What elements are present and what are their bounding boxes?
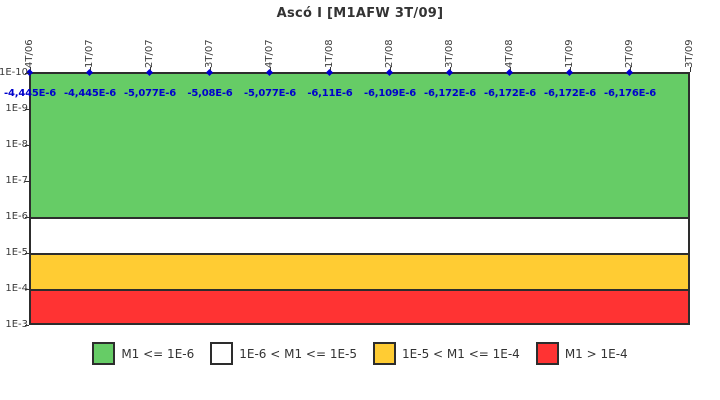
x-tick-label: 4T/07 — [264, 39, 275, 68]
y-tick-mark — [25, 325, 29, 326]
y-tick-label: 1E-8 — [5, 139, 28, 150]
legend-swatch — [92, 342, 116, 365]
x-tick-label: 1T/08 — [324, 39, 335, 68]
legend-item: M1 > 1E-4 — [535, 342, 628, 365]
threshold-band — [31, 253, 688, 289]
threshold-band — [31, 217, 688, 253]
x-tick-label: 2T/08 — [384, 39, 395, 68]
legend-label: M1 <= 1E-6 — [121, 346, 195, 361]
x-tick-label: 1T/07 — [84, 39, 95, 68]
x-tick-mark — [690, 67, 691, 72]
legend-label: 1E-6 < M1 <= 1E-5 — [239, 346, 358, 361]
y-tick-label: 1E-4 — [5, 283, 28, 294]
legend-swatch — [210, 342, 234, 365]
y-tick-label: 1E-9 — [5, 103, 28, 114]
x-tick-label: 4T/08 — [504, 39, 515, 68]
x-tick-label: 2T/09 — [624, 39, 635, 68]
legend-label: M1 > 1E-4 — [564, 346, 628, 361]
legend-swatch — [373, 342, 397, 365]
y-tick-label: 1E-10 — [0, 67, 28, 78]
legend-label: 1E-5 < M1 <= 1E-4 — [402, 346, 520, 361]
x-tick-label: 3T/09 — [684, 39, 695, 68]
plot-area — [29, 72, 690, 325]
y-tick-label: 1E-5 — [5, 247, 28, 258]
x-tick-label: 3T/08 — [444, 39, 455, 68]
x-tick-label: 4T/06 — [24, 39, 35, 68]
legend-item: 1E-6 < M1 <= 1E-5 — [210, 342, 357, 365]
y-tick-label: 1E-6 — [5, 211, 28, 222]
chart-title: Ascó I [M1AFW 3T/09] — [276, 6, 444, 21]
x-tick-label: 1T/09 — [564, 39, 575, 68]
threshold-band — [31, 74, 688, 217]
y-tick-label: 1E-7 — [5, 175, 28, 186]
y-tick-label: 1E-3 — [5, 319, 28, 330]
legend-item: M1 <= 1E-6 — [92, 342, 194, 365]
x-tick-label: 2T/07 — [144, 39, 155, 68]
threshold-band — [31, 289, 688, 323]
legend-item: 1E-5 < M1 <= 1E-4 — [373, 342, 520, 365]
x-tick-label: 3T/07 — [204, 39, 215, 68]
legend: M1 <= 1E-6 1E-6 < M1 <= 1E-5 1E-5 < M1 <= … — [0, 342, 720, 365]
legend-swatch — [535, 342, 559, 365]
